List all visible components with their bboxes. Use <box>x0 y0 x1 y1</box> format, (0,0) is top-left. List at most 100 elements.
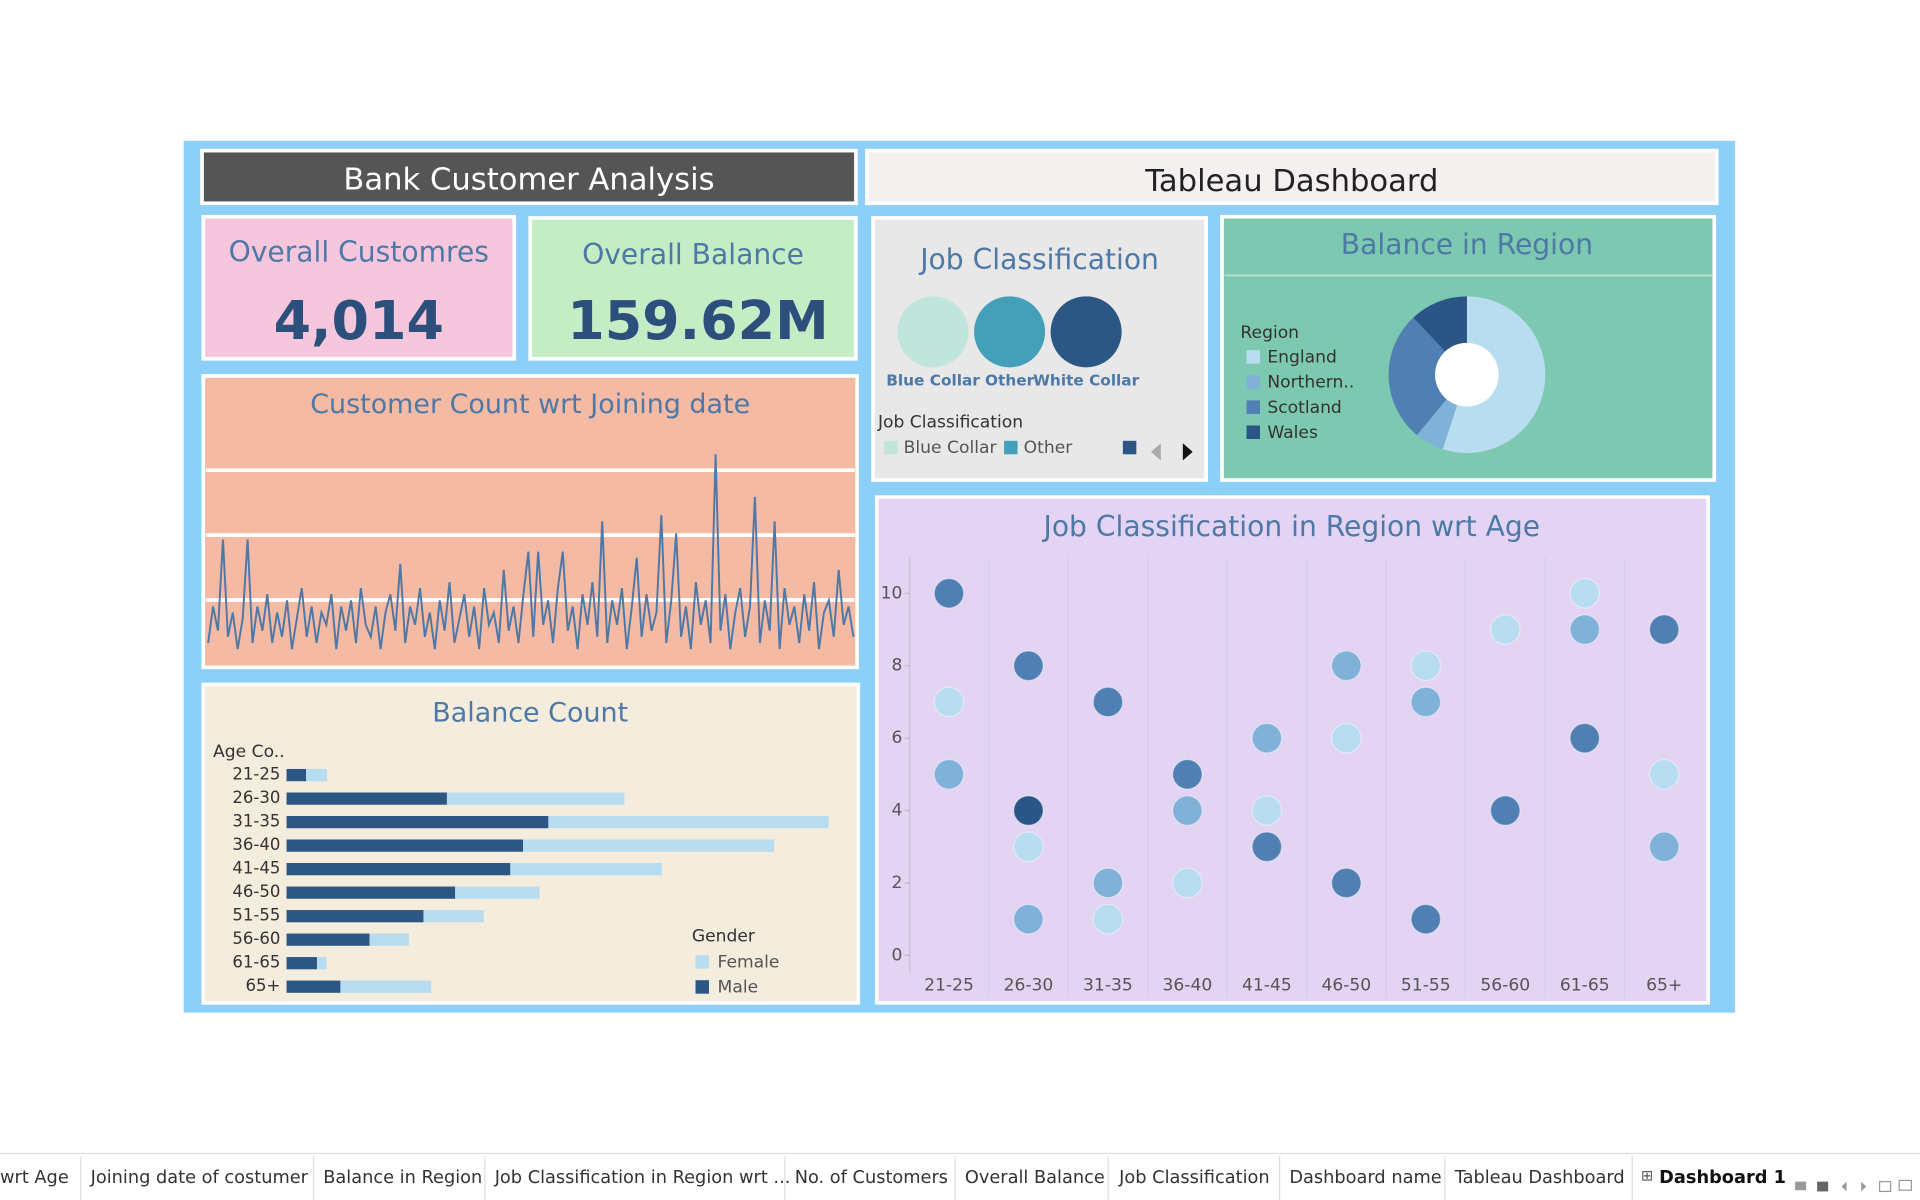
subtitle: Tableau Dashboard <box>1144 164 1438 199</box>
tab[interactable]: Overall Balance <box>965 1168 1105 1188</box>
y-tick-label: 56-60 <box>232 929 280 948</box>
bar-segment <box>548 816 829 829</box>
bar-segment <box>369 933 409 946</box>
icon[interactable] <box>1817 1181 1829 1192</box>
tab-bar <box>0 1153 1920 1200</box>
kpi-title: Overall Balance <box>582 238 804 271</box>
x-tick-label: 61-65 <box>1560 976 1610 996</box>
y-tick-label: 65+ <box>246 976 281 995</box>
icon[interactable] <box>1878 1181 1892 1193</box>
tab[interactable]: Job Classification <box>1118 1168 1269 1188</box>
x-tick-label: 26-30 <box>1004 976 1054 996</box>
scatter-point <box>1172 867 1203 899</box>
legend-title: Job Classification <box>877 412 1023 432</box>
scatter-point <box>1172 795 1203 826</box>
legend-label: Female <box>718 952 780 972</box>
icon[interactable] <box>1898 1179 1913 1191</box>
chart-title: Job Classification in Region wrt Age <box>1042 510 1541 543</box>
title-box <box>200 148 858 206</box>
tab[interactable]: No. of Customers <box>795 1168 948 1188</box>
bar-segment <box>286 933 370 946</box>
y-tick-label: 10 <box>881 583 903 603</box>
tab[interactable]: Dashboard 1 <box>1659 1168 1786 1188</box>
chart-title: Job Classification <box>918 243 1159 276</box>
bar-segment <box>286 957 317 970</box>
title: Bank Customer Analysis <box>343 163 714 198</box>
scatter-point <box>1569 578 1601 609</box>
pie-slice <box>1442 296 1546 454</box>
scatter-point <box>1331 867 1362 899</box>
legend-swatch <box>695 980 709 994</box>
job-circle <box>897 296 969 368</box>
y-tick-label: 4 <box>892 801 903 821</box>
tab[interactable]: wrt Age <box>0 1168 69 1188</box>
circle-label: Blue Collar <box>886 371 980 389</box>
tab[interactable]: Balance in Region <box>323 1168 482 1188</box>
bar-segment <box>286 768 307 782</box>
scroll-left[interactable] <box>1151 443 1161 461</box>
scatter-point <box>1489 614 1521 645</box>
scatter-point <box>1331 650 1362 682</box>
icon[interactable] <box>1861 1181 1867 1192</box>
icon[interactable] <box>1795 1181 1807 1191</box>
x-tick-label: 41-45 <box>1242 976 1292 996</box>
job-circle <box>974 296 1046 368</box>
scroll-right[interactable] <box>1182 443 1193 461</box>
scatter-point <box>1569 722 1601 754</box>
legend-swatch <box>884 440 898 455</box>
scatter-point <box>1648 614 1680 645</box>
scatter-point <box>1092 686 1124 718</box>
legend-swatch <box>1122 440 1137 455</box>
bar-segment <box>286 980 341 993</box>
job-circle <box>1050 296 1122 368</box>
scatter-point <box>1410 903 1442 935</box>
tab[interactable]: Joining date of costumer <box>90 1168 309 1188</box>
tab[interactable]: Job Classification in Region wrt ... <box>494 1168 791 1188</box>
legend-label: Scotland <box>1267 398 1341 418</box>
kpi-title: Overall Customres <box>229 235 489 268</box>
legend-swatch <box>1004 440 1018 455</box>
scatter-point <box>1331 722 1362 754</box>
bar-segment <box>286 886 456 899</box>
scatter-point <box>1013 795 1044 826</box>
scatter-point <box>1569 614 1601 645</box>
pie-slice <box>1388 317 1447 436</box>
axis-label: Age Co.. <box>213 742 285 762</box>
legend-label: Wales <box>1267 423 1318 443</box>
y-tick-label: 0 <box>892 945 903 965</box>
scatter-point <box>1648 831 1680 863</box>
chart-title: Customer Count wrt Joining date <box>310 389 750 420</box>
bar-segment <box>286 863 511 876</box>
bar-segment <box>340 980 432 993</box>
scatter-point <box>1013 650 1044 682</box>
legend-title: Gender <box>692 927 756 947</box>
y-tick-label: 51-55 <box>232 906 280 925</box>
scatter-point <box>1013 831 1044 863</box>
scatter-point <box>1092 867 1124 899</box>
y-tick-label: 46-50 <box>232 882 280 901</box>
kpi-card <box>528 216 858 361</box>
scatter-point <box>1410 686 1442 718</box>
bar-segment <box>286 792 447 805</box>
y-tick-label: 31-35 <box>232 812 280 831</box>
y-tick-label: 6 <box>892 728 903 748</box>
y-tick-label: 8 <box>892 656 903 676</box>
scatter-point <box>933 686 965 718</box>
legend-title: Region <box>1240 323 1299 343</box>
bar-segment <box>286 839 524 852</box>
y-tick-label: 61-65 <box>232 953 280 972</box>
scatter-point <box>1013 903 1044 935</box>
bar-segment <box>510 863 662 876</box>
x-tick-label: 31-35 <box>1083 976 1133 996</box>
icon[interactable] <box>1841 1181 1847 1192</box>
tab[interactable]: Tableau Dashboard <box>1454 1168 1625 1188</box>
scatter-panel <box>874 495 1710 1005</box>
legend-label: England <box>1267 348 1337 368</box>
tab[interactable]: Dashboard name <box>1289 1168 1441 1188</box>
y-tick-label: 21-25 <box>232 765 280 784</box>
legend-swatch <box>1246 375 1260 389</box>
x-tick-label: 21-25 <box>924 976 974 996</box>
nav-icons <box>1795 1179 1913 1193</box>
legend-swatch <box>1246 350 1260 364</box>
